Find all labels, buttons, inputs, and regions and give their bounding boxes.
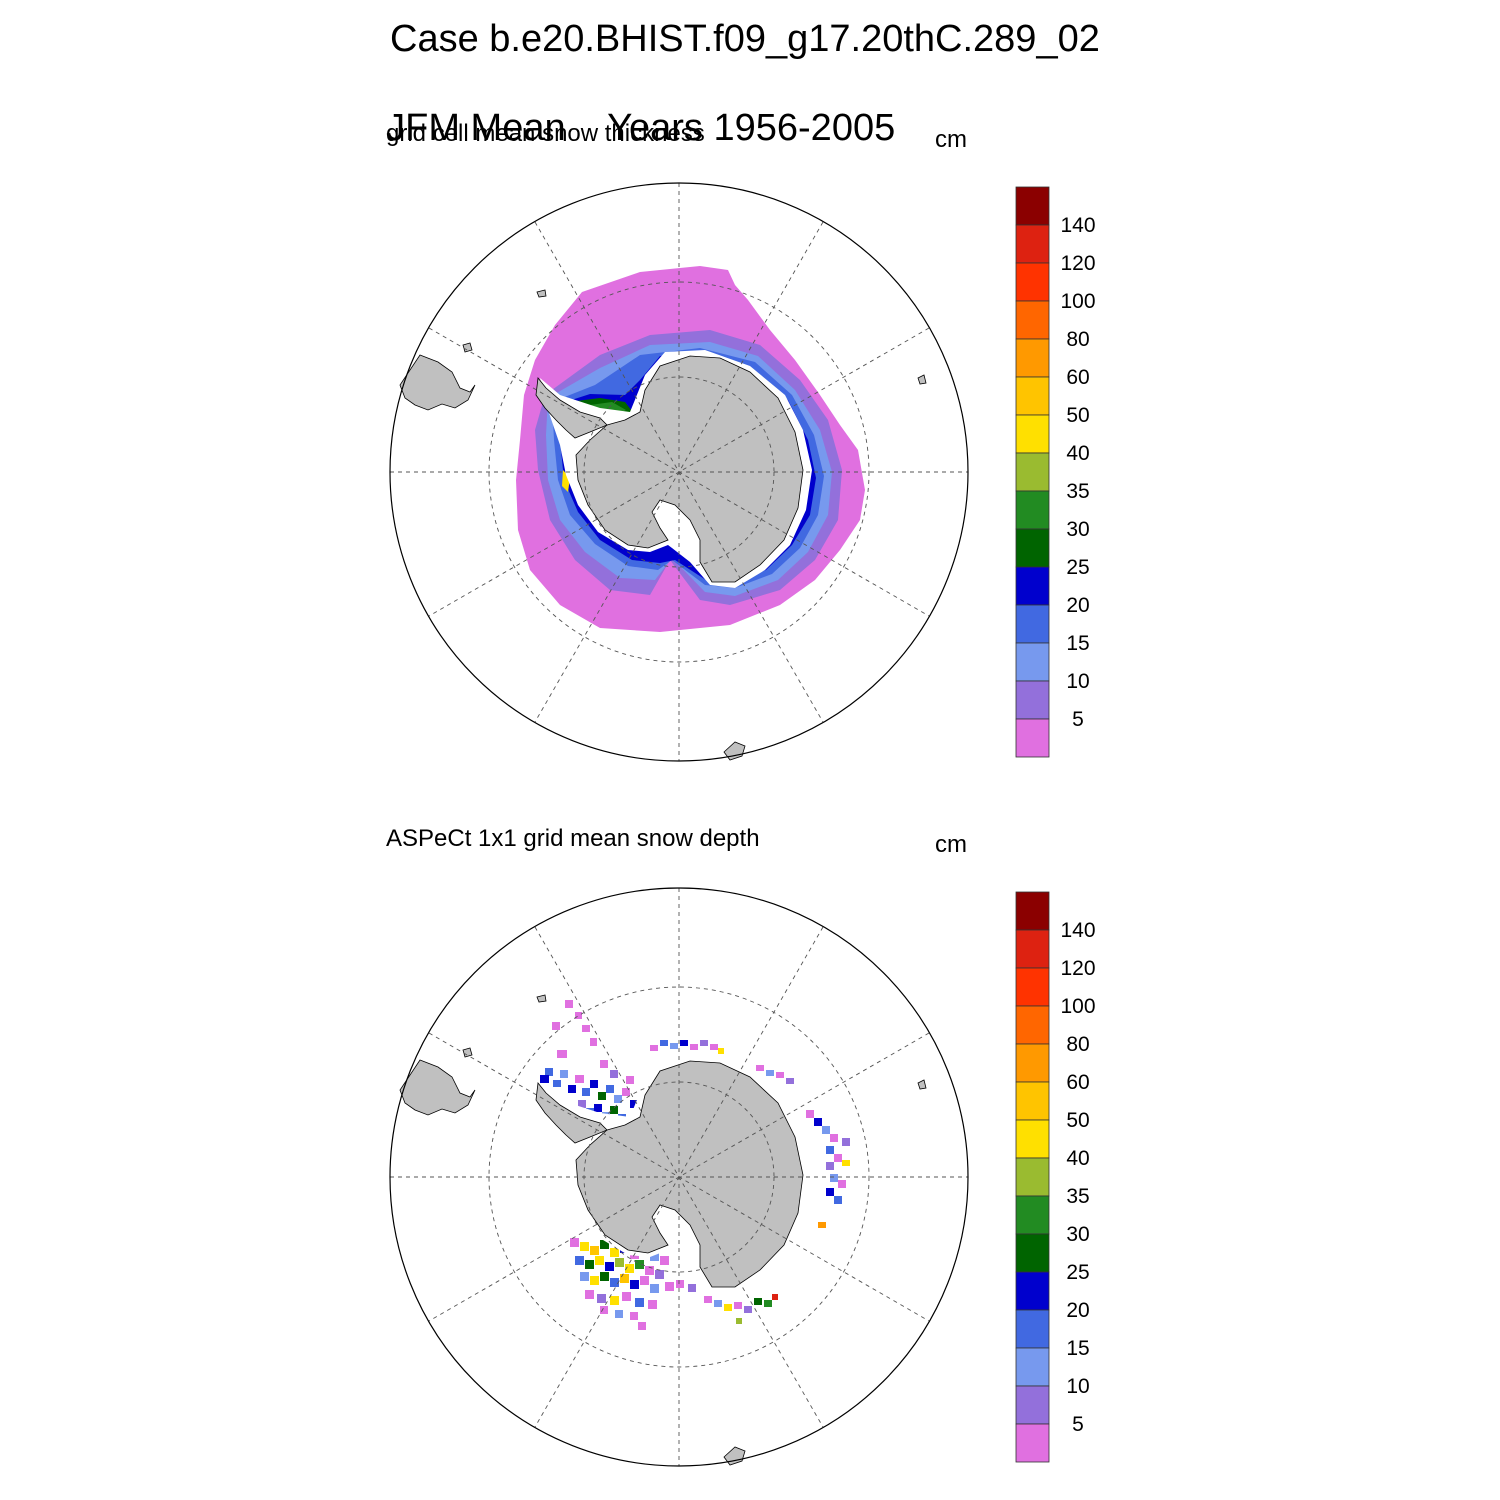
top-colorbar-label: 30 [1066, 518, 1089, 541]
bottom-colorbar-box [1015, 1081, 1050, 1121]
bottom-colorbar-box [1015, 1271, 1050, 1311]
top-colorbar-box [1015, 642, 1050, 682]
top-colorbar-box [1015, 604, 1050, 644]
bottom-colorbar-box [1015, 1043, 1050, 1083]
top-colorbar-label: 100 [1060, 290, 1095, 313]
top-colorbar-label: 20 [1066, 594, 1089, 617]
top-colorbar-box [1015, 718, 1050, 758]
top-new-zealand [723, 741, 746, 761]
top-colorbar-box [1015, 186, 1050, 226]
bottom-panel-units: cm [935, 831, 967, 858]
bottom-colorbar-label: 100 [1060, 995, 1095, 1018]
bottom-colorbar-box [1015, 1309, 1050, 1349]
top-map-border [389, 182, 969, 762]
bottom-colorbar-box [1015, 1195, 1050, 1235]
top-colorbar-label: 60 [1066, 366, 1089, 389]
top-colorbar: 5 10 15 20 25 30 35 40 50 60 80 100 120 140 [1015, 186, 1096, 758]
top-colorbar-label: 50 [1066, 404, 1089, 427]
bottom-colorbar-box [1015, 1157, 1050, 1197]
top-colorbar-label: 35 [1066, 480, 1089, 503]
bottom-colorbar-box [1015, 1119, 1050, 1159]
bottom-colorbar: 5 10 15 20 25 30 35 40 50 60 80 100 120 140 [1015, 891, 1096, 1463]
top-field-40-50 [562, 470, 570, 492]
bottom-colorbar-label: 50 [1066, 1109, 1089, 1132]
top-colorbar-box [1015, 262, 1050, 302]
top-colorbar-label: 15 [1066, 632, 1089, 655]
bottom-map [389, 887, 969, 1467]
bottom-colorbar-label: 60 [1066, 1071, 1089, 1094]
top-antarctica-land [575, 355, 804, 583]
bottom-colorbar-label: 10 [1066, 1375, 1089, 1398]
top-panel-units: cm [935, 126, 967, 153]
bottom-colorbar-box [1015, 1385, 1050, 1425]
top-island-small [536, 289, 547, 298]
top-colorbar-box [1015, 490, 1050, 530]
bottom-colorbar-box [1015, 1347, 1050, 1387]
top-colorbar-box [1015, 566, 1050, 606]
top-island-kerguelen [917, 374, 927, 385]
top-peninsula [535, 377, 608, 439]
bottom-colorbar-box [1015, 891, 1050, 931]
bottom-colorbar-label: 35 [1066, 1185, 1089, 1208]
bottom-south-america [399, 1059, 476, 1116]
bottom-colorbar-label: 25 [1066, 1261, 1089, 1284]
bottom-island-kerguelen [917, 1079, 927, 1090]
bottom-colorbar-label: 80 [1066, 1033, 1089, 1056]
top-colorbar-box [1015, 680, 1050, 720]
top-colorbar-box [1015, 414, 1050, 454]
years-label: Years 1956-2005 [607, 107, 896, 149]
bottom-colorbar-box [1015, 929, 1050, 969]
top-colorbar-label: 120 [1060, 252, 1095, 275]
bottom-colorbar-box [1015, 1005, 1050, 1045]
bottom-map-border [389, 887, 969, 1467]
bottom-panel-title: ASPeCt 1x1 grid mean snow depth [386, 825, 760, 852]
bottom-falklands [462, 1047, 473, 1058]
top-panel-title: grid cell mean snow thickness [386, 120, 705, 147]
top-colorbar-box [1015, 300, 1050, 340]
bottom-colorbar-label: 120 [1060, 957, 1095, 980]
top-colorbar-label: 10 [1066, 670, 1089, 693]
bottom-colorbar-label: 5 [1072, 1413, 1084, 1436]
bottom-colorbar-box [1015, 1233, 1050, 1273]
top-colorbar-box [1015, 452, 1050, 492]
figure-title-period: JFM Mean Years 1956-2005 [365, 64, 895, 150]
top-south-america [399, 354, 476, 411]
bottom-island-small [536, 994, 547, 1003]
figure-title-case: Case b.e20.BHIST.f09_g17.20thC.289_02 [390, 18, 1100, 60]
top-colorbar-label: 5 [1072, 708, 1084, 731]
season-label: JFM Mean [386, 107, 566, 149]
bottom-new-zealand [723, 1446, 746, 1466]
bottom-colorbar-label: 15 [1066, 1337, 1089, 1360]
top-colorbar-label: 140 [1060, 214, 1095, 237]
top-colorbar-label: 80 [1066, 328, 1089, 351]
top-colorbar-box [1015, 376, 1050, 416]
bottom-peninsula [535, 1082, 608, 1144]
top-colorbar-label: 25 [1066, 556, 1089, 579]
top-colorbar-label: 40 [1066, 442, 1089, 465]
top-colorbar-box [1015, 224, 1050, 264]
bottom-colorbar-label: 140 [1060, 919, 1095, 942]
bottom-colorbar-label: 30 [1066, 1223, 1089, 1246]
bottom-colorbar-box [1015, 1423, 1050, 1463]
top-falklands [462, 342, 473, 353]
top-map [389, 182, 969, 762]
bottom-colorbar-label: 20 [1066, 1299, 1089, 1322]
bottom-colorbar-label: 40 [1066, 1147, 1089, 1170]
top-colorbar-box [1015, 528, 1050, 568]
bottom-antarctica-land [575, 1060, 804, 1288]
bottom-colorbar-box [1015, 967, 1050, 1007]
top-colorbar-box [1015, 338, 1050, 378]
